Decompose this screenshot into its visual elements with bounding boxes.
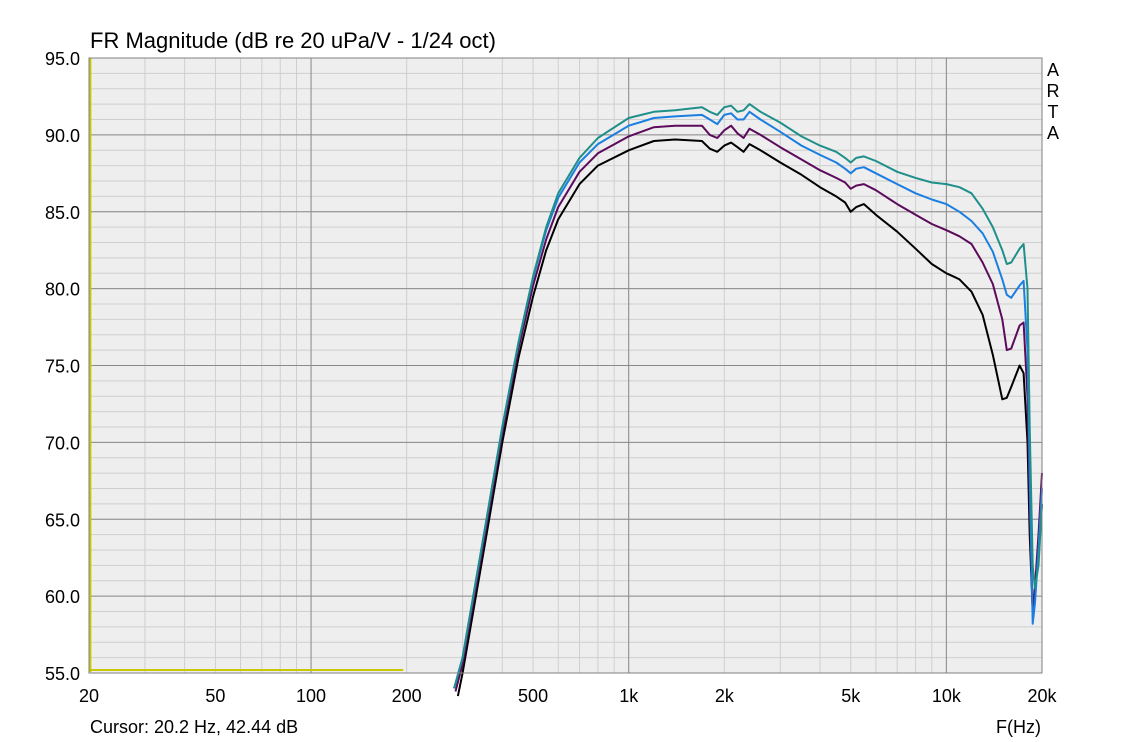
series-line-4: [453, 103, 1043, 689]
x-tick-label: 100: [296, 686, 326, 706]
y-tick-label: 55.0: [45, 664, 80, 684]
y-tick-label: 80.0: [45, 280, 80, 300]
x-tick-labels: 20 50 100 200 500 1k 2k 5k 10k 20k: [79, 686, 1058, 706]
cursor-layer: [89, 58, 404, 672]
y-tick-label: 85.0: [45, 203, 80, 223]
y-tick-label: 95.0: [45, 49, 80, 69]
x-tick-label: 500: [518, 686, 548, 706]
x-tick-label: 200: [392, 686, 422, 706]
x-tick-label: 5k: [841, 686, 861, 706]
y-tick-label: 75.0: [45, 357, 80, 377]
series-line-1: [456, 138, 1043, 697]
arta-letter: T: [1048, 102, 1059, 122]
major-grid: [89, 58, 1042, 673]
x-axis-label: F(Hz): [996, 717, 1041, 737]
y-tick-label: 90.0: [45, 126, 80, 146]
arta-letter: A: [1047, 60, 1059, 80]
arta-letter: A: [1047, 123, 1059, 143]
y-tick-label: 65.0: [45, 510, 80, 530]
y-tick-label: 60.0: [45, 587, 80, 607]
chart-title: FR Magnitude (dB re 20 uPa/V - 1/24 oct): [90, 28, 496, 53]
x-tick-label: 50: [205, 686, 225, 706]
series-line-3: [453, 110, 1043, 689]
series-layer: [453, 103, 1043, 697]
y-tick-labels: 55.0 60.0 65.0 70.0 75.0 80.0 85.0 90.0 95.0: [45, 49, 80, 684]
x-tick-label: 20: [79, 686, 99, 706]
x-tick-label: 1k: [619, 686, 639, 706]
arta-letter: R: [1047, 81, 1060, 101]
x-tick-label: 20k: [1027, 686, 1057, 706]
x-tick-label: 10k: [932, 686, 962, 706]
x-tick-label: 2k: [715, 686, 735, 706]
y-tick-label: 70.0: [45, 433, 80, 453]
plot-frame: [88, 57, 1043, 674]
cursor-readout: Cursor: 20.2 Hz, 42.44 dB: [90, 717, 298, 737]
series-line-2: [454, 124, 1043, 692]
